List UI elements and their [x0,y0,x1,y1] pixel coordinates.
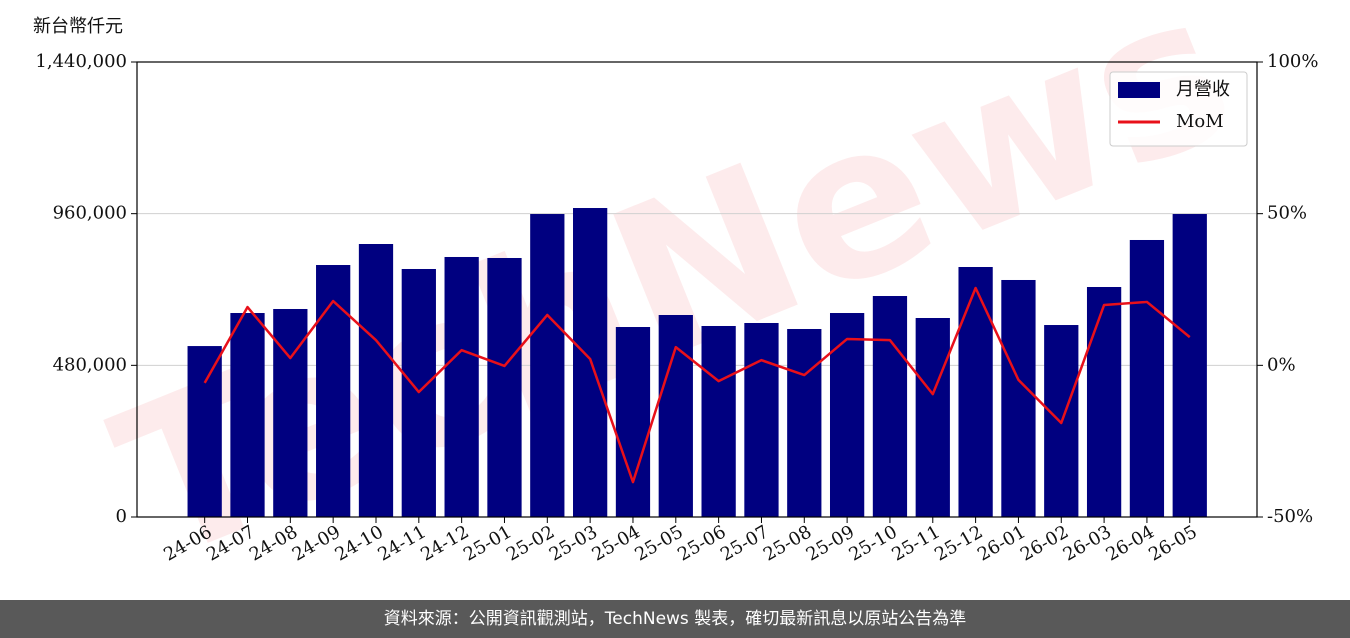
x-tick-label: 25-07 [717,521,772,565]
bar [872,296,908,517]
y-axis-unit: 新台幣仟元 [33,16,123,37]
line [203,286,1191,484]
x-tick-label: 25-01 [460,521,515,565]
bar [530,214,565,518]
bar [358,244,394,517]
legend-label: MoM [1176,111,1224,132]
x-tick-label: 25-04 [589,521,644,565]
y-tick-label: 480,000 [53,354,127,375]
x-tick-label: 24-12 [417,521,472,565]
x-tick-label: 26-04 [1102,521,1157,565]
x-tick-label: 25-06 [674,521,729,565]
bar [444,256,479,517]
y-tick-label: 960,000 [53,203,127,224]
bar [316,265,351,517]
y2-tick-label: -50% [1267,506,1313,527]
bar [230,313,265,517]
footer-text: 資料來源：公開資訊觀測站，TechNews 製表，確切最新訊息以原站公告為準 [384,609,966,629]
x-tick-label: 26-05 [1145,521,1200,565]
x-tick-label: 25-09 [803,521,858,565]
plot-area: 0 480,000 960,000 1,440,000 -50% 0% 50% 100% 24-… [35,51,1318,566]
bar [1172,214,1207,518]
bar [915,318,950,517]
x-tick-label: 25-05 [631,521,686,565]
bar [1001,279,1036,517]
bar [487,257,522,517]
bar [787,328,822,517]
bar [958,267,993,517]
bar [1129,239,1165,517]
x-tick-label: 25-03 [546,521,601,565]
bar [615,327,651,517]
bar [829,313,865,517]
bar [1086,287,1122,517]
x-tick-label: 24-11 [374,521,429,565]
x-tick-label: 26-01 [974,521,1029,565]
footer-bar [0,600,1350,638]
y2-tick-label: 0% [1267,354,1296,375]
legend-label: 月營收 [1176,79,1230,100]
x-tick-label: 26-02 [1017,521,1072,565]
bar [658,314,693,517]
x-tick-label: 25-10 [846,521,901,565]
bar [187,346,222,517]
bar [744,322,779,517]
y2-tick-label: 100% [1267,51,1318,72]
x-tick-label: 25-02 [503,521,558,565]
x-tick-label: 26-03 [1060,521,1115,565]
x-tick-label: 25-08 [760,521,815,565]
x-tick-label: 25-12 [931,521,986,565]
y-tick-label: 1,440,000 [35,51,127,72]
y2-tick-label: 50% [1267,203,1307,224]
plot-frame [136,61,1258,518]
x-tick-label: 25-11 [888,521,943,565]
bar [701,325,736,517]
y-tick-label: 0 [116,506,127,527]
legend-swatch [1118,82,1160,98]
